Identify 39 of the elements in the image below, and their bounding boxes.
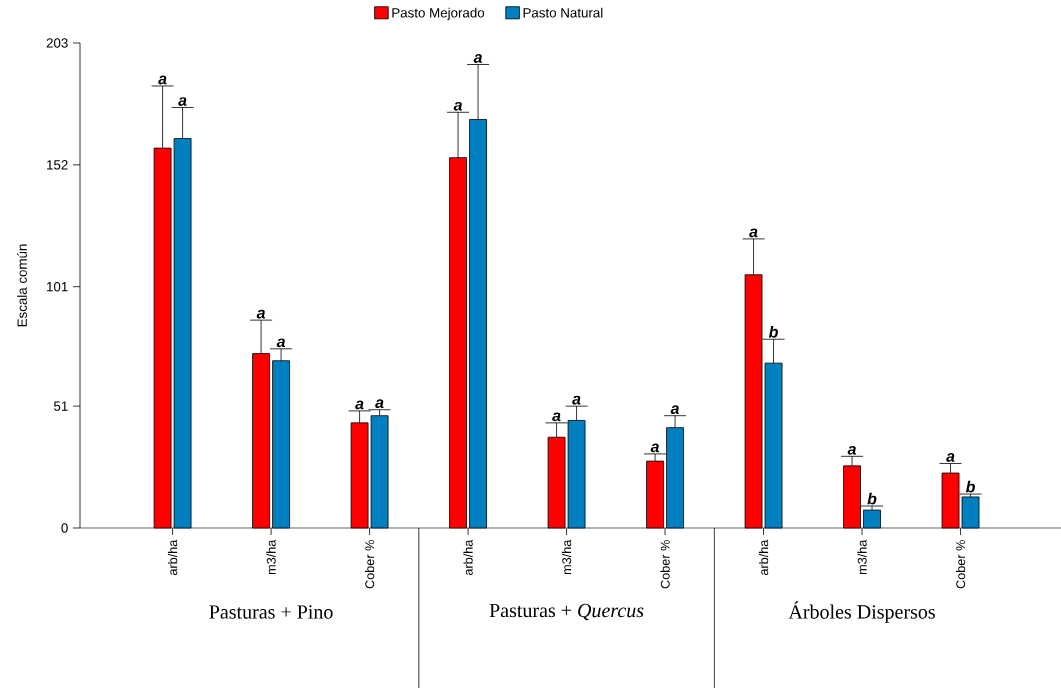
x-tick-label: m3/ha: [561, 539, 572, 575]
annotation: a: [355, 400, 364, 410]
annotation: a: [670, 405, 680, 415]
x-tick-label: Cober %: [955, 540, 966, 589]
annotation: a: [749, 228, 758, 238]
y-tick-label: 203: [46, 38, 68, 48]
annotation: b: [965, 480, 975, 493]
x-tick-label: arb/ha: [758, 539, 769, 576]
annotation: a: [847, 445, 857, 455]
y-tick-label: 51: [54, 401, 68, 411]
annotation: a: [375, 399, 384, 409]
annotation: a: [946, 453, 955, 462]
annotation: a: [453, 101, 463, 111]
x-tick-label: Cober %: [660, 540, 670, 589]
y-axis-title: Escala común: [16, 244, 27, 327]
text: Árboles Dispersos: [788, 601, 935, 623]
annotation: a: [256, 309, 266, 319]
annotation: a: [552, 412, 561, 422]
bar: [863, 509, 881, 529]
annotation: b: [768, 325, 778, 338]
x-tick-label: arb/ha: [463, 539, 473, 576]
annotation: a: [158, 75, 167, 85]
annotation: b: [867, 492, 877, 505]
annotation: a: [572, 395, 581, 405]
legend-label: Pasto Mejorado: [392, 7, 485, 21]
annotation: a: [650, 443, 660, 453]
legend-label: Pasto Natural: [523, 7, 603, 18]
y-tick-label: 0: [61, 523, 68, 533]
y-tick-label: 101: [47, 281, 68, 292]
x-tick-label: Cober %: [364, 540, 375, 589]
text: Pasturas + Pino: [209, 605, 333, 619]
x-tick-label: m3/ha: [857, 539, 867, 575]
annotation: a: [276, 338, 286, 348]
x-tick-label: arb/ha: [167, 539, 178, 576]
annotation: a: [473, 54, 483, 63]
y-tick-label: 152: [47, 160, 68, 170]
annotation: a: [178, 97, 187, 106]
text: Pasturas + Quercus: [489, 603, 644, 621]
x-tick-label: m3/ha: [266, 539, 276, 575]
